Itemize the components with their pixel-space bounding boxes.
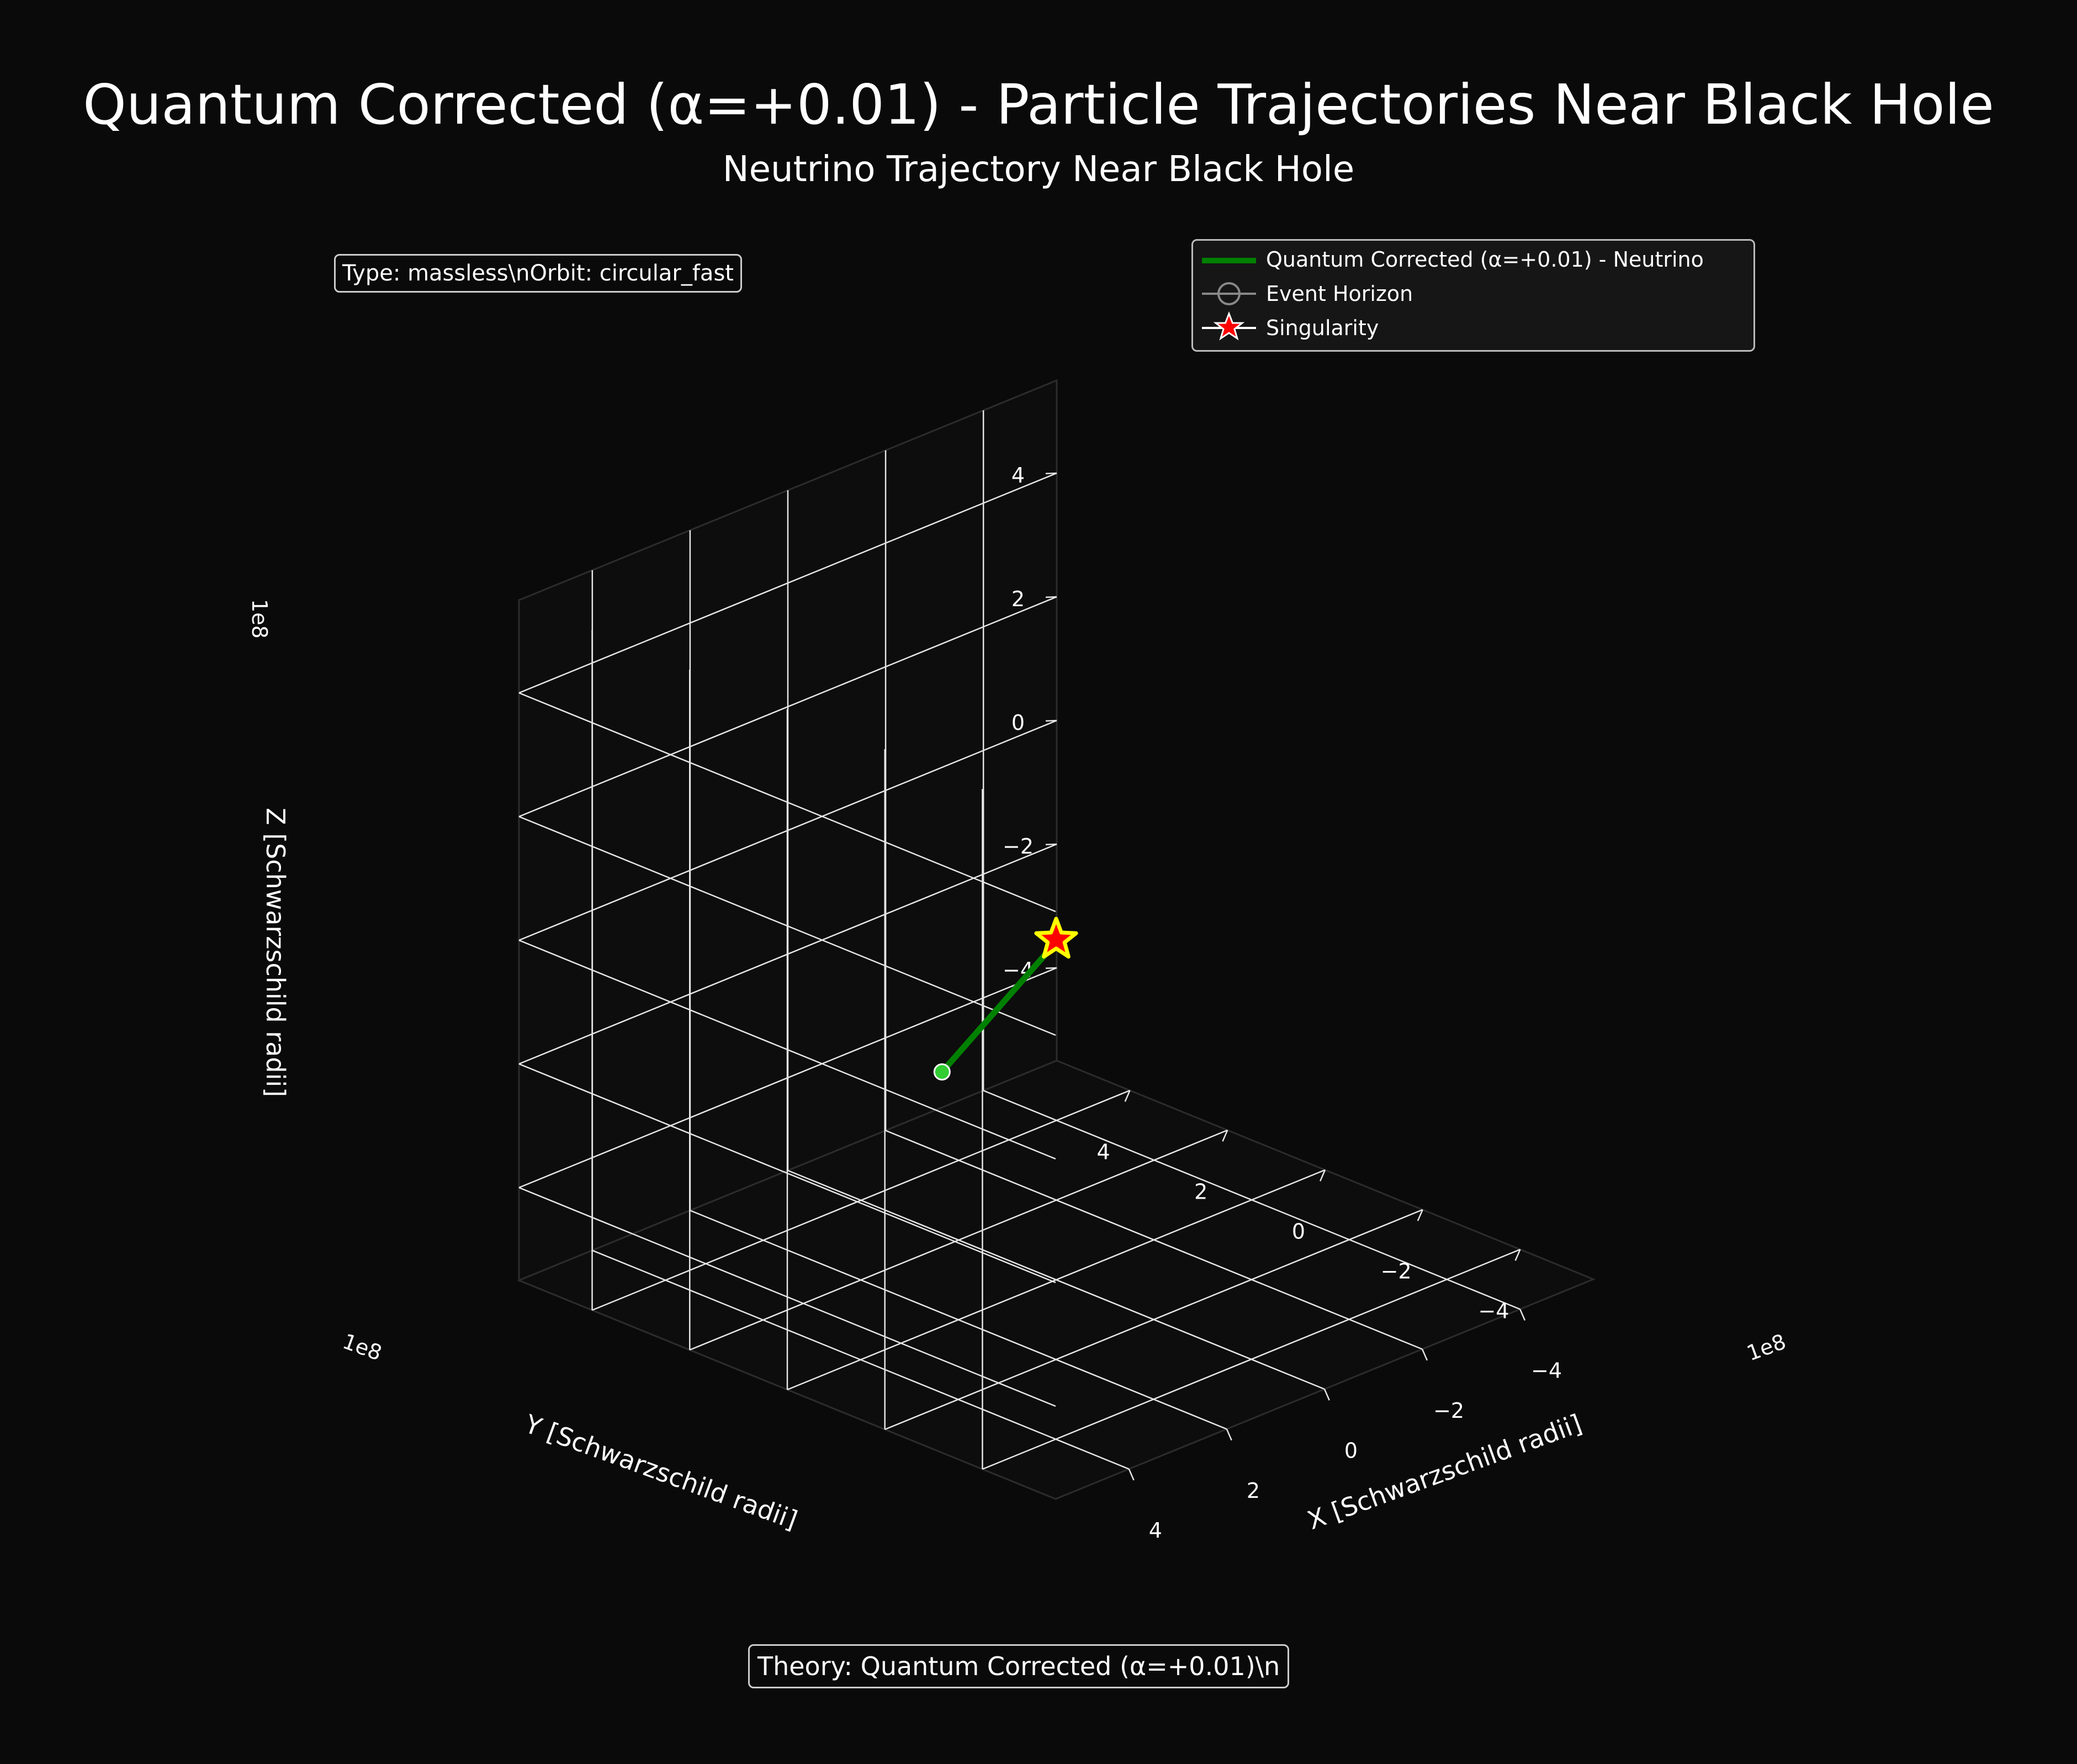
x-axis-label: X [Schwarzschild radii] bbox=[1304, 1408, 1586, 1535]
z-tick-mark bbox=[1045, 472, 1057, 475]
chart-subtitle: Neutrino Trajectory Near Black Hole bbox=[722, 149, 1355, 190]
y-tick-label: −4 bbox=[1478, 1299, 1509, 1323]
figure-title: Quantum Corrected (α=+0.01) - Particle T… bbox=[83, 72, 1994, 137]
gridline-z-wall-y bbox=[518, 843, 1057, 1065]
legend-label: Singularity bbox=[1266, 316, 1379, 340]
gridline-z-wall-y bbox=[518, 596, 1057, 818]
legend-item-neutrino: Quantum Corrected (α=+0.01) - Neutrino bbox=[1193, 243, 1753, 276]
y-tick-label: 2 bbox=[1194, 1179, 1207, 1204]
x-tick-label: −2 bbox=[1433, 1399, 1464, 1423]
legend-item-event-horizon: Event Horizon bbox=[1193, 277, 1753, 310]
x-offset-label: 1e8 bbox=[1744, 1329, 1789, 1366]
x-tick-label: 4 bbox=[1149, 1518, 1162, 1543]
star-marker-icon bbox=[1202, 311, 1256, 341]
gridline-z-wall-x bbox=[518, 1186, 1056, 1407]
y-axis-label: Y [Schwarzschild radii] bbox=[521, 1408, 802, 1535]
z-tick-label: 2 bbox=[1011, 587, 1025, 611]
gridline-z-wall-y bbox=[518, 472, 1057, 694]
z-tick-label: 4 bbox=[1011, 463, 1025, 488]
legend-item-singularity: Singularity bbox=[1193, 311, 1753, 345]
series-layer bbox=[933, 917, 1078, 1080]
x-tick-mark bbox=[1421, 1349, 1428, 1361]
gridline-z-wall-x bbox=[518, 939, 1056, 1160]
gridline-z-wall-x bbox=[518, 1063, 1056, 1284]
gridline-z-wall-x bbox=[518, 692, 1056, 913]
gridline-y-floor bbox=[787, 1169, 1326, 1391]
gridline-z-wall-y bbox=[518, 967, 1057, 1189]
trajectory-start-marker bbox=[933, 1063, 951, 1080]
legend-line-icon bbox=[1202, 258, 1256, 263]
x-tick-mark bbox=[1323, 1389, 1330, 1401]
x-tick-label: 2 bbox=[1247, 1479, 1260, 1503]
gridline-z-wall-x bbox=[518, 815, 1056, 1036]
grid-lines bbox=[518, 410, 1520, 1470]
z-offset-label: 1e8 bbox=[247, 599, 272, 639]
z-tick-mark bbox=[1045, 843, 1057, 846]
y-tick-mark bbox=[1417, 1209, 1423, 1221]
x-tick-mark bbox=[1128, 1469, 1135, 1481]
z-axis-label: Z [Schwarzschild radii] bbox=[261, 808, 290, 1097]
y-offset-label: 1e8 bbox=[340, 1329, 385, 1365]
circle-marker-icon bbox=[1202, 282, 1256, 305]
x-tick-label: −4 bbox=[1531, 1359, 1562, 1383]
theory-info-box: Theory: Quantum Corrected (α=+0.01)\n bbox=[748, 1644, 1290, 1688]
y-tick-mark bbox=[1514, 1249, 1521, 1261]
x-tick-mark bbox=[1519, 1309, 1526, 1321]
singularity-star bbox=[1034, 917, 1078, 959]
gridline-y-floor bbox=[884, 1209, 1423, 1431]
y-tick-label: −2 bbox=[1381, 1259, 1412, 1283]
legend: Quantum Corrected (α=+0.01) - Neutrino E… bbox=[1191, 239, 1755, 352]
x-tick-label: 0 bbox=[1344, 1438, 1358, 1463]
y-tick-mark bbox=[1124, 1090, 1131, 1102]
legend-label: Event Horizon bbox=[1266, 282, 1413, 306]
legend-label: Quantum Corrected (α=+0.01) - Neutrino bbox=[1266, 247, 1704, 272]
y-tick-label: 0 bbox=[1292, 1219, 1305, 1243]
z-tick-label: −2 bbox=[1003, 834, 1034, 859]
gridline-z-wall-y bbox=[518, 719, 1057, 941]
y-tick-label: 4 bbox=[1096, 1140, 1110, 1164]
gridline-y-floor bbox=[982, 1248, 1520, 1470]
x-tick-mark bbox=[1226, 1428, 1232, 1441]
y-tick-mark bbox=[1222, 1130, 1228, 1142]
trajectory-line bbox=[939, 944, 1055, 1075]
particle-info-box: Type: massless\nOrbit: circular_fast bbox=[334, 254, 742, 293]
gridline-y-floor bbox=[592, 1089, 1131, 1311]
gridline-y-floor bbox=[689, 1129, 1228, 1351]
z-tick-label: 0 bbox=[1011, 711, 1025, 735]
y-tick-mark bbox=[1320, 1169, 1326, 1182]
